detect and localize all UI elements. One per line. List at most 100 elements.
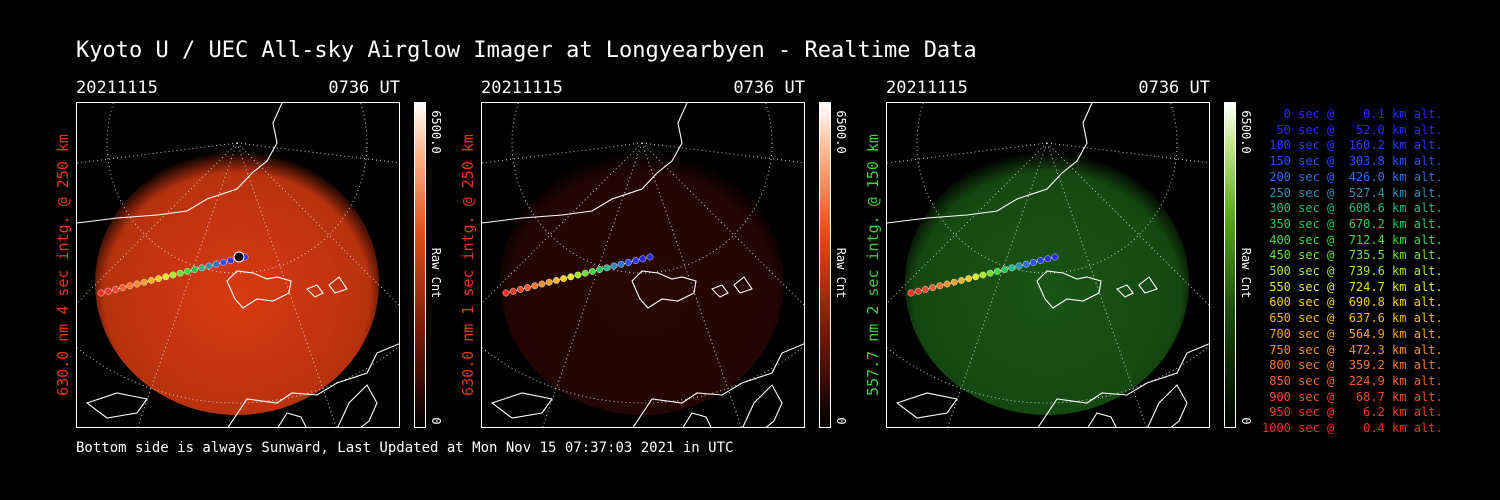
trajectory-point [119, 284, 126, 292]
trajectory-point [979, 271, 987, 279]
legend-entry: 350 sec @ 670.2 km alt. [1262, 216, 1443, 231]
trajectory-point [140, 278, 148, 286]
trajectory-point [646, 253, 654, 261]
colorbar-min-label: 0 [429, 417, 443, 425]
panel-ylabel-text: 630.0 nm 1 sec intg. @ 250 km [459, 134, 477, 396]
trajectory-point [574, 271, 582, 279]
station-marker [233, 251, 245, 263]
trajectory-point [531, 282, 539, 290]
trajectory-point [169, 271, 177, 279]
colorbar-min-label: 0 [1239, 417, 1253, 425]
trajectory-point [958, 276, 965, 284]
legend-entry: 600 sec @ 690.8 km alt. [1262, 295, 1443, 310]
trajectory-point [943, 280, 951, 288]
trajectory-point [986, 269, 994, 277]
colorbar [1224, 102, 1236, 428]
trajectory-point [950, 278, 958, 286]
page-title: Kyoto U / UEC All-sky Airglow Imager at … [76, 38, 977, 63]
trajectory-point [1037, 257, 1045, 265]
trajectory-point [596, 266, 604, 274]
legend-entry: 200 sec @ 426.0 km alt. [1262, 169, 1443, 184]
legend-entry: 150 sec @ 303.8 km alt. [1262, 154, 1443, 169]
trajectory-point [632, 257, 640, 265]
trajectory-point [112, 285, 119, 293]
legend-entry: 900 sec @ 68.7 km alt. [1262, 389, 1443, 404]
trajectory-point [1044, 255, 1052, 263]
coastline [887, 103, 1209, 427]
trajectory-point [553, 276, 560, 284]
trajectory-point [914, 287, 922, 295]
legend-entry: 650 sec @ 637.6 km alt. [1262, 311, 1443, 326]
trajectory-point [517, 285, 524, 293]
legend-entry: 300 sec @ 608.6 km alt. [1262, 201, 1443, 216]
panel-time: 0736 UT [1138, 78, 1210, 98]
panel-ylabel: 630.0 nm 1 sec intg. @ 250 km [457, 102, 479, 428]
legend-entry: 500 sec @ 739.6 km alt. [1262, 264, 1443, 279]
trajectory-point [198, 264, 206, 272]
trajectory-point [502, 289, 510, 297]
trajectory-point [639, 255, 647, 263]
legend-entry: 250 sec @ 527.4 km alt. [1262, 185, 1443, 200]
satellite-trajectory [907, 253, 1059, 297]
airglow-disc [95, 151, 379, 415]
trajectory-point [104, 287, 112, 295]
trajectory-point [509, 287, 517, 295]
panel-time: 0736 UT [733, 78, 805, 98]
trajectory-point [560, 275, 568, 283]
panel-557-2sec: 20211115 0736 UT 557.7 nm 2 sec intg. @ … [864, 78, 1286, 438]
panel-ylabel-text: 630.0 nm 4 sec intg. @ 250 km [54, 134, 72, 396]
trajectory-point [219, 258, 227, 266]
trajectory-point [617, 260, 625, 268]
trajectory-point [191, 266, 199, 274]
trajectory-point [581, 269, 589, 277]
trajectory-point [603, 264, 611, 272]
allsky-map [77, 103, 399, 427]
legend-entry: 750 sec @ 472.3 km alt. [1262, 342, 1443, 357]
legend-entry: 700 sec @ 564.9 km alt. [1262, 326, 1443, 341]
trajectory-point [965, 275, 973, 283]
colorbar-min-label: 0 [834, 417, 848, 425]
legend-entry: 50 sec @ 52.0 km alt. [1262, 122, 1443, 137]
legend-entry: 800 sec @ 359.2 km alt. [1262, 358, 1443, 373]
trajectory-point [545, 278, 553, 286]
colorbar-unit-label: Raw Cnt [429, 247, 443, 299]
trajectory-point [205, 262, 213, 270]
colorbar [819, 102, 831, 428]
panel-ylabel: 557.7 nm 2 sec intg. @ 150 km [862, 102, 884, 428]
trajectory-point [907, 289, 915, 297]
panel-date: 20211115 [481, 78, 563, 98]
trajectory-point [155, 275, 163, 283]
panel-ylabel: 630.0 nm 4 sec intg. @ 250 km [52, 102, 74, 428]
trajectory-point [227, 257, 235, 265]
lat-lon-grid [482, 103, 804, 427]
trajectory-point [97, 289, 105, 297]
legend-entry: 0 sec @ 0.1 km alt. [1262, 107, 1443, 121]
trajectory-point [1029, 258, 1037, 266]
trajectory-point [1001, 266, 1009, 274]
legend-entry: 550 sec @ 724.7 km alt. [1262, 279, 1443, 294]
trajectory-point [148, 276, 155, 284]
footer-status: Bottom side is always Sunward, Last Upda… [76, 440, 734, 456]
legend-entry: 400 sec @ 712.4 km alt. [1262, 232, 1443, 247]
allsky-image [886, 102, 1210, 428]
panel-ylabel-text: 557.7 nm 2 sec intg. @ 150 km [864, 134, 882, 396]
trajectory-point [589, 267, 596, 275]
trajectory-legend: 0 sec @ 0.1 km alt. 50 sec @ 52.0 km alt… [1262, 107, 1443, 437]
trajectory-point [212, 260, 220, 268]
lat-lon-grid [887, 103, 1209, 427]
trajectory-point [162, 273, 170, 281]
trajectory-point [610, 262, 618, 270]
coastline [482, 103, 804, 427]
trajectory-point [126, 282, 134, 290]
trajectory-point [1008, 264, 1016, 272]
trajectory-point [567, 273, 575, 281]
colorbar-max-label: 6500.0 [429, 110, 443, 154]
trajectory-point [922, 285, 929, 293]
panel-630-4sec: 20211115 0736 UT 630.0 nm 4 sec intg. @ … [54, 78, 476, 438]
satellite-trajectory [97, 253, 249, 297]
legend-entry: 950 sec @ 6.2 km alt. [1262, 405, 1443, 420]
trajectory-point [1051, 253, 1059, 261]
trajectory-point [929, 284, 936, 292]
colorbar [414, 102, 426, 428]
panel-date: 20211115 [76, 78, 158, 98]
